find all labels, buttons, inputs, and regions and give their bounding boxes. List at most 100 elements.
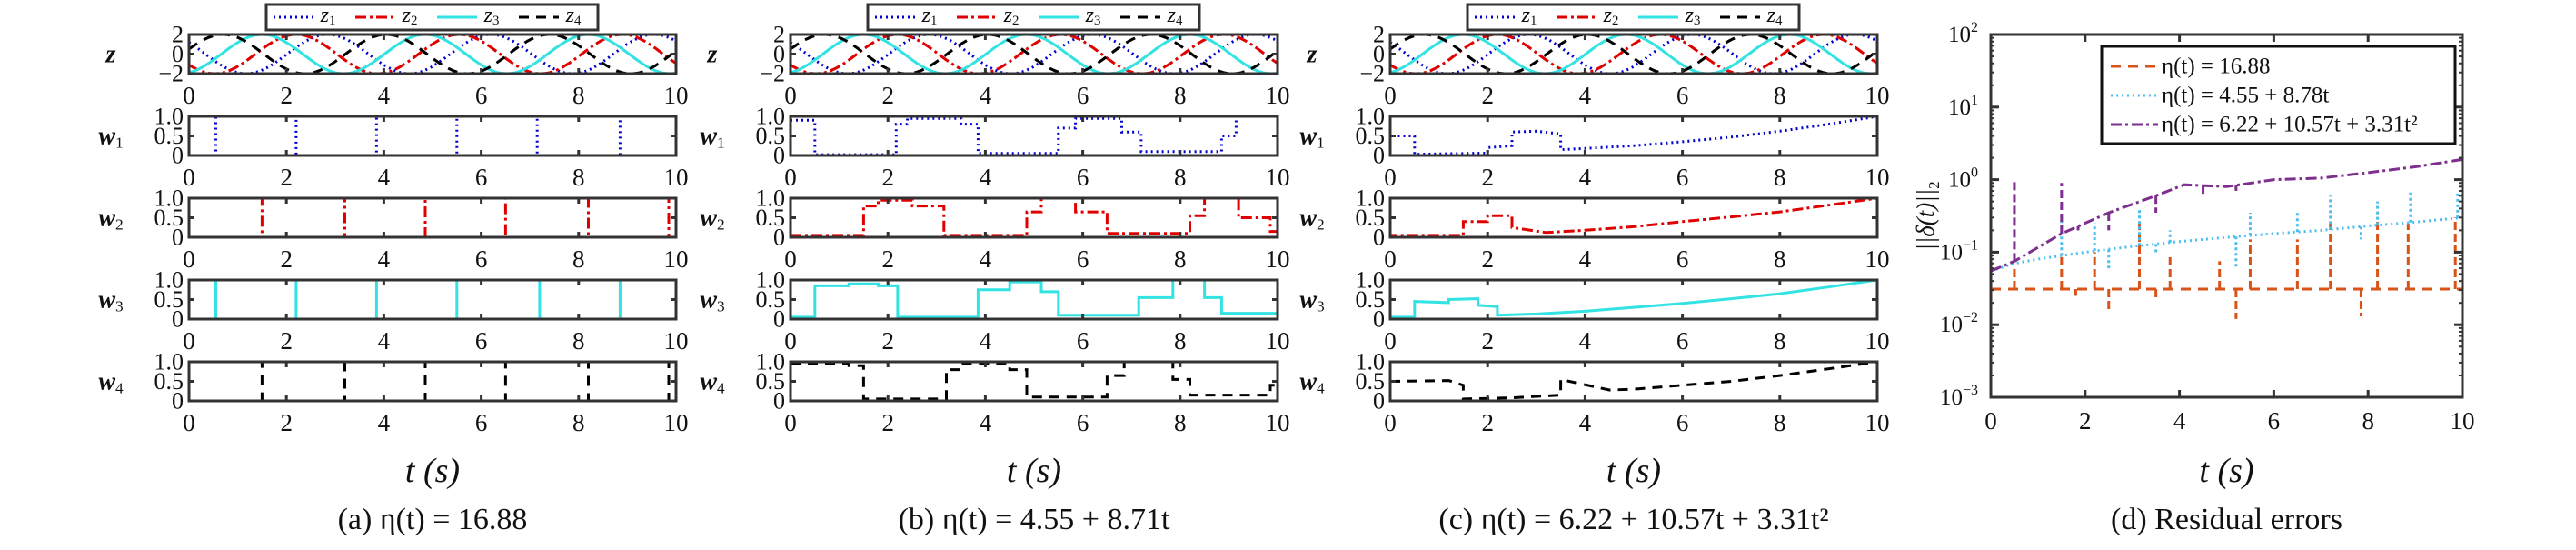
x-tick-label: 10 <box>1865 409 1890 436</box>
series-group <box>791 198 1278 237</box>
series-z1 <box>791 35 1278 74</box>
legend-label-z2-subscript: 2 <box>1612 14 1618 28</box>
y-tick-label: 1.0 <box>154 267 184 294</box>
legend-label-z1-subscript: 1 <box>930 14 937 28</box>
y-tick-label: 1.0 <box>756 185 786 212</box>
x-axis-label: t (s) <box>405 452 460 490</box>
y-axis-label: w4 <box>1299 367 1325 396</box>
y-tick-label: 0 <box>773 225 785 251</box>
series-w4 <box>1390 362 1877 401</box>
x-tick-label: 4 <box>1579 245 1592 273</box>
x-tick-label: 8 <box>572 327 585 355</box>
axes-frame <box>187 115 678 157</box>
x-tick-label: 2 <box>280 327 293 355</box>
y-axis-label: w1 <box>1299 122 1324 151</box>
y-tick-base: 10 <box>1948 23 1971 47</box>
legend-label-z2: z2 <box>1603 4 1619 28</box>
x-tick-label: 4 <box>980 327 992 355</box>
y-axis-label-subscript: 2 <box>115 215 124 233</box>
x-tick-label: 6 <box>1676 409 1689 436</box>
y-axis-label: w1 <box>700 122 724 151</box>
x-tick-label: 4 <box>378 327 391 355</box>
x-tick-label: 10 <box>1865 82 1890 109</box>
y-axis-label-subscript: 1 <box>1317 134 1325 151</box>
x-tick-label: 10 <box>664 245 689 273</box>
x-tick-label: 2 <box>881 164 894 191</box>
y-tick-label: −2 <box>1359 61 1385 87</box>
x-tick-label: 6 <box>1676 164 1689 191</box>
x-tick-label: 4 <box>378 82 391 109</box>
series-group <box>1991 157 2462 319</box>
x-tick-label: 4 <box>1579 82 1592 109</box>
legend-label-z4-subscript: 4 <box>574 14 582 28</box>
series-w3 <box>189 280 676 319</box>
y-tick-base: 10 <box>1948 95 1971 120</box>
x-tick-label: 0 <box>784 245 797 273</box>
x-tick-label: 10 <box>1865 164 1890 191</box>
y-axis-label-subscript: 4 <box>1317 379 1325 396</box>
y-axis-label-subscript: 3 <box>1317 297 1325 315</box>
y-tick-label: −2 <box>158 61 184 87</box>
series-z2 <box>189 35 676 74</box>
series-z4 <box>791 35 1278 74</box>
x-tick-label: 4 <box>378 409 391 436</box>
x-tick-label: 8 <box>1174 82 1187 109</box>
y-tick-label: 102 <box>1948 20 1978 47</box>
series-w1 <box>791 116 1278 155</box>
x-tick-label: 6 <box>1077 82 1089 109</box>
legend-label-z3: z3 <box>1685 4 1701 28</box>
y-tick-label: 1.0 <box>1356 267 1386 294</box>
y-tick-exponent: 2 <box>1971 20 1978 35</box>
x-tick-label: 2 <box>2079 407 2092 435</box>
x-tick-label: 8 <box>1174 409 1187 436</box>
y-tick-label: 0 <box>172 143 184 169</box>
legend-label-z1-base: z <box>921 4 931 27</box>
y-axis-label-subscript: 2 <box>717 215 725 233</box>
legend-box <box>866 3 1201 32</box>
panel-caption: (b) η(t) = 4.55 + 8.71t <box>899 503 1170 536</box>
y-tick-label: 0.5 <box>1356 368 1386 395</box>
x-tick-label: 10 <box>1266 409 1290 436</box>
x-tick-label: 2 <box>1481 164 1494 191</box>
panel-d: 0 2 4 6 8 1010210110010−110−210−3||δ(t)||2η(t… <box>1912 20 2475 536</box>
x-tick-label: 0 <box>1384 409 1397 436</box>
y-tick-label: 0 <box>773 41 785 67</box>
axes-frame <box>1388 115 1879 157</box>
series-group <box>791 362 1278 401</box>
x-tick-label: 2 <box>280 164 293 191</box>
x-tick-label: 0 <box>183 409 195 436</box>
y-tick-label: 1.0 <box>756 104 786 130</box>
x-tick-label: 4 <box>1579 164 1592 191</box>
y-tick-label: 0 <box>1373 143 1385 169</box>
y-tick-label: 0 <box>172 41 184 67</box>
y-tick-label: 0 <box>773 306 785 333</box>
y-tick-label: 2 <box>172 22 184 48</box>
y-tick-exponent: 1 <box>1971 93 1978 108</box>
y-tick-label: 1.0 <box>1356 349 1386 375</box>
y-tick-label: 0.5 <box>1356 205 1386 231</box>
y-axis-label: w4 <box>98 367 124 396</box>
y-tick-base: 10 <box>1940 385 1963 410</box>
x-tick-label: 6 <box>1676 82 1689 109</box>
y-tick-label: 1.0 <box>756 267 786 294</box>
x-tick-label: 2 <box>280 245 293 273</box>
x-tick-label: 8 <box>1774 164 1786 191</box>
y-axis-label-subscript: 3 <box>717 297 725 315</box>
legend-label-z2-subscript: 2 <box>1012 14 1019 28</box>
x-tick-label: 6 <box>475 245 488 273</box>
legend-label-z2-base: z <box>1603 4 1613 27</box>
series-z1 <box>1390 35 1877 74</box>
x-tick-label: 8 <box>1174 164 1187 191</box>
legend-label-z1: z1 <box>320 4 336 28</box>
x-axis-label: t (s) <box>2199 452 2253 490</box>
legend-box <box>1466 3 1801 32</box>
y-tick-label: 0 <box>172 225 184 251</box>
series-z4 <box>189 35 676 74</box>
x-tick-label: 4 <box>1579 409 1592 436</box>
